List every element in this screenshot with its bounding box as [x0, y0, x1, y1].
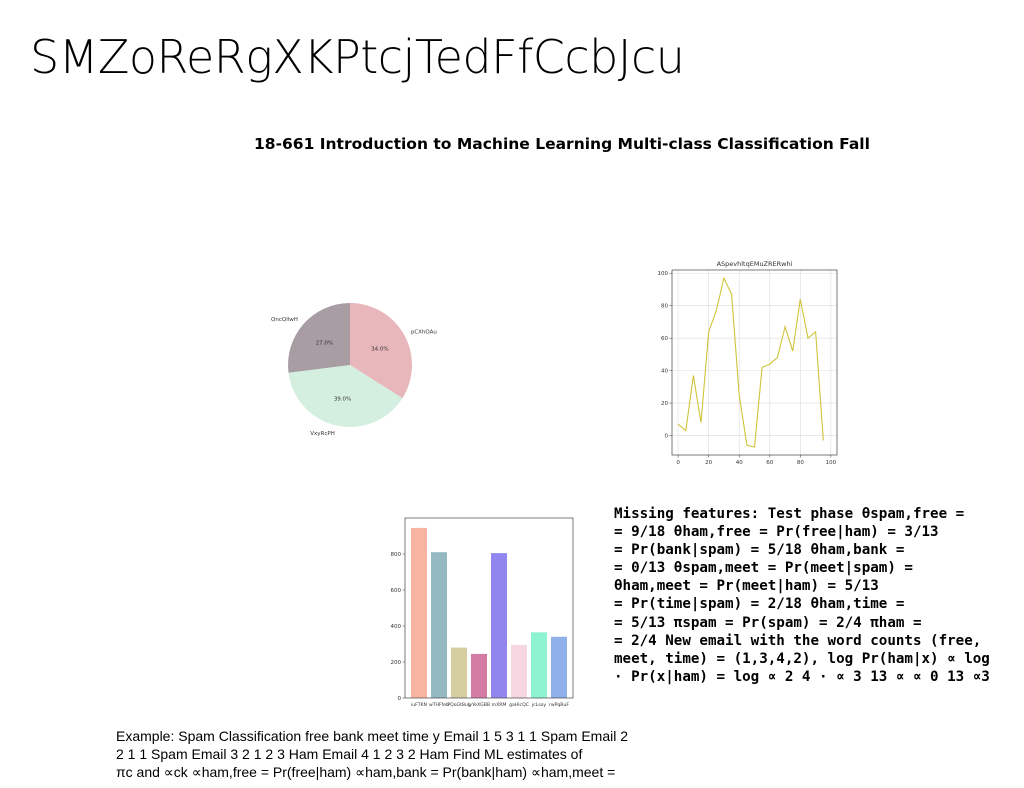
missing-features-line: = 0/13 θspam,meet = Pr(meet|spam) =	[614, 560, 913, 577]
pie-category-label: QncQllwH	[271, 317, 298, 323]
pie-chart: 34.0% pCXhOAu 39.0% VxyRcPH 27.0% QncQllwH	[260, 270, 450, 465]
bar	[551, 636, 567, 698]
pie-category-label: VxyRcPH	[310, 431, 335, 437]
missing-features-line: · Pr(x|ham) = log ∝ 2 4 · ∝ 3 13 ∝ ∝ 0 1…	[614, 668, 990, 685]
x-tick-label: 60	[766, 460, 773, 466]
missing-features-line: = 2/4 New email with the word counts (fr…	[614, 632, 982, 649]
line-chart-title: ASpevhltqEMuZRERwhi	[717, 260, 793, 268]
y-tick-label: 800	[391, 552, 402, 558]
missing-features-text: Missing features: Test phase θspam,free …	[614, 505, 1024, 686]
x-tick-label: wTHFfeb	[429, 702, 449, 708]
x-tick-label: 40	[736, 460, 743, 466]
missing-features-line: = Pr(bank|spam) = 5/18 θham,bank =	[614, 542, 905, 559]
pie-value-label: 39.0%	[334, 396, 351, 402]
y-tick-label: 400	[391, 624, 402, 630]
y-tick-label: 40	[661, 369, 668, 375]
slide-subtitle: 18-661 Introduction to Machine Learning …	[254, 135, 870, 153]
x-tick-label: jcLsoy	[531, 702, 547, 708]
y-tick-label: 200	[391, 660, 402, 666]
bar	[411, 527, 427, 698]
pie-value-label: 27.0%	[316, 340, 333, 346]
missing-features-line: = 9/18 θham,free = Pr(free|ham) = 3/13	[614, 524, 939, 541]
x-tick-label: iuFTKN	[411, 702, 427, 708]
bar-chart: 0 200 400 600 800 iuFTKN wTHFfeb PQoGtBuy lyYeXG…	[383, 513, 578, 713]
bar	[451, 647, 467, 698]
y-tick-label: 20	[661, 401, 668, 407]
bar	[511, 644, 527, 698]
missing-features-line: = Pr(time|spam) = 2/18 θham,time =	[614, 596, 905, 613]
pie-slice	[350, 303, 412, 399]
bar-chart-svg: 0 200 400 600 800 iuFTKN wTHFfebPQoGtBuylyYeXG…	[391, 517, 574, 708]
x-tick-label: 20	[705, 460, 712, 466]
y-tick-label: 0	[665, 434, 669, 440]
pie-slice	[288, 365, 403, 427]
plot-frame	[671, 269, 838, 456]
pie-chart-svg: 34.0% pCXhOAu 39.0% VxyRcPH 27.0% QncQllwH	[271, 303, 437, 437]
pie-slice	[288, 303, 350, 373]
line-chart: ASpevhltqEMuZRERwhi 0 20 40 60 80 100 0 20 40 60 80…	[650, 255, 845, 470]
missing-features-line: = 5/13 πspam = Pr(spam) = 2/4 πham =	[614, 614, 922, 631]
x-tick-label: 80	[797, 460, 804, 466]
bar	[531, 632, 547, 698]
y-tick-label: 600	[391, 588, 402, 594]
example-text: Example: Spam Classification free bank m…	[116, 727, 716, 781]
x-tick-label: 0	[676, 460, 680, 466]
y-tick-label: 80	[661, 304, 668, 310]
example-line: 2 1 1 Spam Email 3 2 1 2 3 Ham Email 4 1…	[116, 746, 583, 762]
missing-features-line: θham,meet = Pr(meet|ham) = 5/13	[614, 578, 879, 595]
missing-features-line: Missing features: Test phase θspam,free …	[614, 506, 965, 522]
y-tick-label: 100	[658, 271, 669, 277]
slide-title: SMZoReRgXKPtcjTedFfCcbJcu	[30, 30, 685, 84]
line-chart-svg: ASpevhltqEMuZRERwhi 0 20 40 60 80 100 0 20 40 60 80…	[658, 260, 838, 466]
example-line: Example: Spam Classification free bank m…	[116, 728, 628, 744]
x-tick-label: PQoGtBuy	[447, 702, 471, 708]
x-tick-label: rwPqBuF	[549, 702, 569, 708]
x-tick-label: gaHlcQC	[509, 702, 529, 708]
x-tick-label: mXRM	[492, 702, 507, 708]
y-tick-label: 60	[661, 336, 668, 342]
pie-category-label: pCXhOAu	[411, 330, 437, 336]
bar	[491, 553, 507, 698]
example-line: πc and ∝ck ∝ham,free = Pr(free|ham) ∝ham…	[116, 764, 616, 780]
bar	[471, 653, 487, 698]
missing-features-line: meet, time) = (1,3,4,2), log Pr(ham|x) ∝…	[614, 650, 990, 667]
x-tick-label: lyYeXGBB	[468, 702, 490, 708]
line-series	[677, 276, 824, 448]
plot-frame	[404, 517, 574, 699]
x-tick-label: 100	[826, 460, 837, 466]
bar	[431, 552, 447, 698]
y-tick-label: 0	[398, 696, 402, 702]
pie-value-label: 34.0%	[371, 347, 388, 353]
